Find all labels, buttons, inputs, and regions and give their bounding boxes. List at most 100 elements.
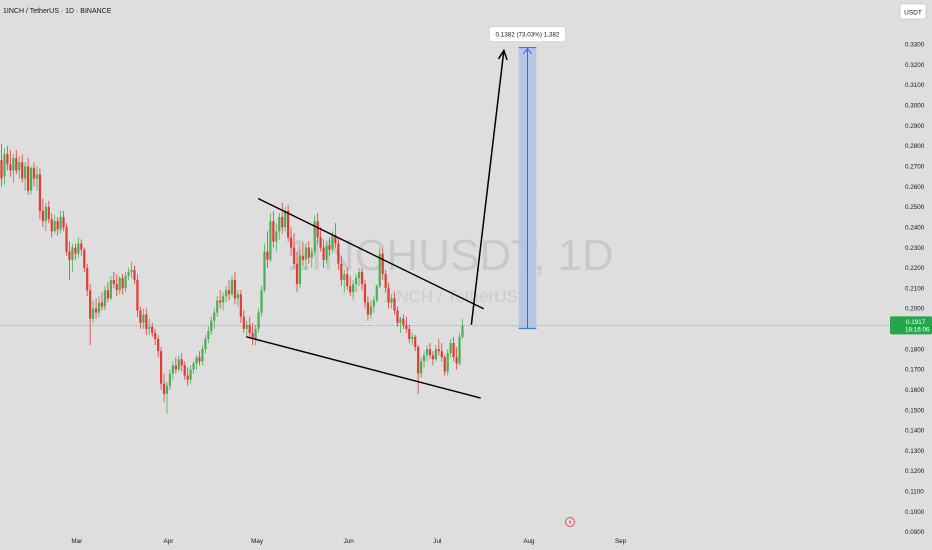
- candle: [325, 241, 328, 264]
- last-price-badge: 0.1917 18:16:06: [890, 316, 932, 335]
- candle-body: [227, 290, 231, 295]
- candle: [177, 355, 180, 372]
- candle: [35, 166, 39, 191]
- candle: [437, 338, 440, 356]
- candle: [201, 345, 204, 366]
- candle-body: [452, 343, 455, 358]
- candle-body: [148, 326, 151, 329]
- candle-body: [62, 217, 65, 228]
- candle: [284, 206, 287, 232]
- candle-body: [154, 332, 157, 339]
- candle: [366, 296, 370, 321]
- candle: [12, 154, 15, 183]
- candle-body: [29, 168, 33, 191]
- candle: [396, 306, 399, 327]
- candle-body: [405, 324, 408, 329]
- candle: [245, 320, 248, 337]
- candle-body: [414, 336, 417, 348]
- candle-body: [402, 318, 405, 325]
- price-scale[interactable]: USDT 0.3300 0.3200 0.3100 0.3000 0.2900 0.280…: [890, 0, 932, 536]
- candle: [3, 148, 6, 185]
- candle: [142, 308, 145, 329]
- candle: [390, 294, 393, 309]
- candle-body: [6, 154, 9, 165]
- replay-icon[interactable]: [565, 517, 575, 527]
- candle-body: [446, 353, 449, 372]
- candle: [92, 300, 95, 323]
- candle: [65, 223, 68, 256]
- price-range-label: 0.1382 (73.03%) 1,382: [495, 32, 560, 39]
- candle-body: [224, 290, 228, 297]
- time-tick-label: Sep: [615, 538, 627, 545]
- last-price-box: [890, 316, 932, 335]
- candle: [322, 239, 325, 268]
- candle: [207, 326, 210, 344]
- candle-body: [50, 219, 53, 232]
- candle-body: [363, 284, 367, 303]
- candle-body: [71, 247, 74, 260]
- time-tick-label: Jun: [344, 538, 355, 545]
- candle-body: [118, 278, 121, 291]
- time-scale[interactable]: Mar Apr May Jun Jul Aug Sep: [0, 532, 890, 550]
- candle: [180, 353, 183, 372]
- candle-body: [21, 162, 24, 179]
- candle-body: [97, 302, 101, 313]
- candle: [189, 365, 192, 384]
- candle-body: [287, 210, 290, 238]
- wedge-upper-trendline[interactable]: [257, 198, 484, 310]
- candle: [224, 286, 228, 303]
- candle: [219, 290, 222, 309]
- candle: [440, 343, 443, 362]
- candle-body: [189, 369, 192, 380]
- candle-body: [207, 330, 210, 339]
- candle-body: [171, 365, 174, 374]
- candle: [24, 162, 27, 191]
- price-tick-label: 0.2100: [905, 285, 925, 292]
- candle-body: [201, 349, 204, 362]
- last-price-countdown: 18:16:06: [905, 326, 930, 333]
- candles-layer: [0, 143, 464, 415]
- candle-body: [428, 349, 432, 356]
- drawings-layer: 0.1382 (73.03%) 1,382: [246, 26, 566, 399]
- candle-body: [266, 251, 269, 260]
- projection-arrow-line[interactable]: [470, 50, 505, 325]
- candle-body: [174, 365, 177, 370]
- candle-body: [142, 314, 145, 323]
- candle-body: [289, 237, 293, 248]
- candle-body: [41, 210, 44, 222]
- candle: [446, 349, 449, 376]
- price-range-tool[interactable]: 0.1382 (73.03%) 1,382: [489, 26, 566, 329]
- time-tick-label: Jul: [433, 538, 441, 545]
- candle: [136, 273, 139, 317]
- wedge-lower-trendline[interactable]: [246, 336, 481, 399]
- candle: [295, 251, 299, 293]
- candle-body: [319, 237, 322, 248]
- candle: [372, 296, 375, 313]
- candle: [334, 223, 337, 248]
- candle-body: [378, 253, 381, 287]
- candle: [18, 156, 21, 179]
- candle: [145, 308, 148, 335]
- currency-badge[interactable]: [899, 3, 927, 20]
- candle-body: [18, 162, 21, 171]
- candle-body: [213, 312, 216, 321]
- candle: [83, 247, 86, 272]
- candle-body: [260, 290, 263, 313]
- candle-body: [269, 221, 272, 260]
- candle-body: [310, 251, 313, 258]
- candle-body: [284, 210, 287, 228]
- candle: [227, 280, 231, 301]
- candle: [0, 143, 3, 187]
- candle-body: [375, 286, 378, 301]
- candle-body: [183, 365, 186, 376]
- candle-body: [443, 357, 446, 372]
- candle-body: [390, 298, 393, 303]
- candle-body: [115, 284, 118, 291]
- price-tick-label: 0.2900: [905, 123, 925, 130]
- price-tick-label: 0.2800: [905, 143, 925, 150]
- candle-body: [236, 294, 239, 299]
- candle: [118, 276, 121, 295]
- candle: [254, 324, 257, 346]
- candle: [236, 290, 239, 307]
